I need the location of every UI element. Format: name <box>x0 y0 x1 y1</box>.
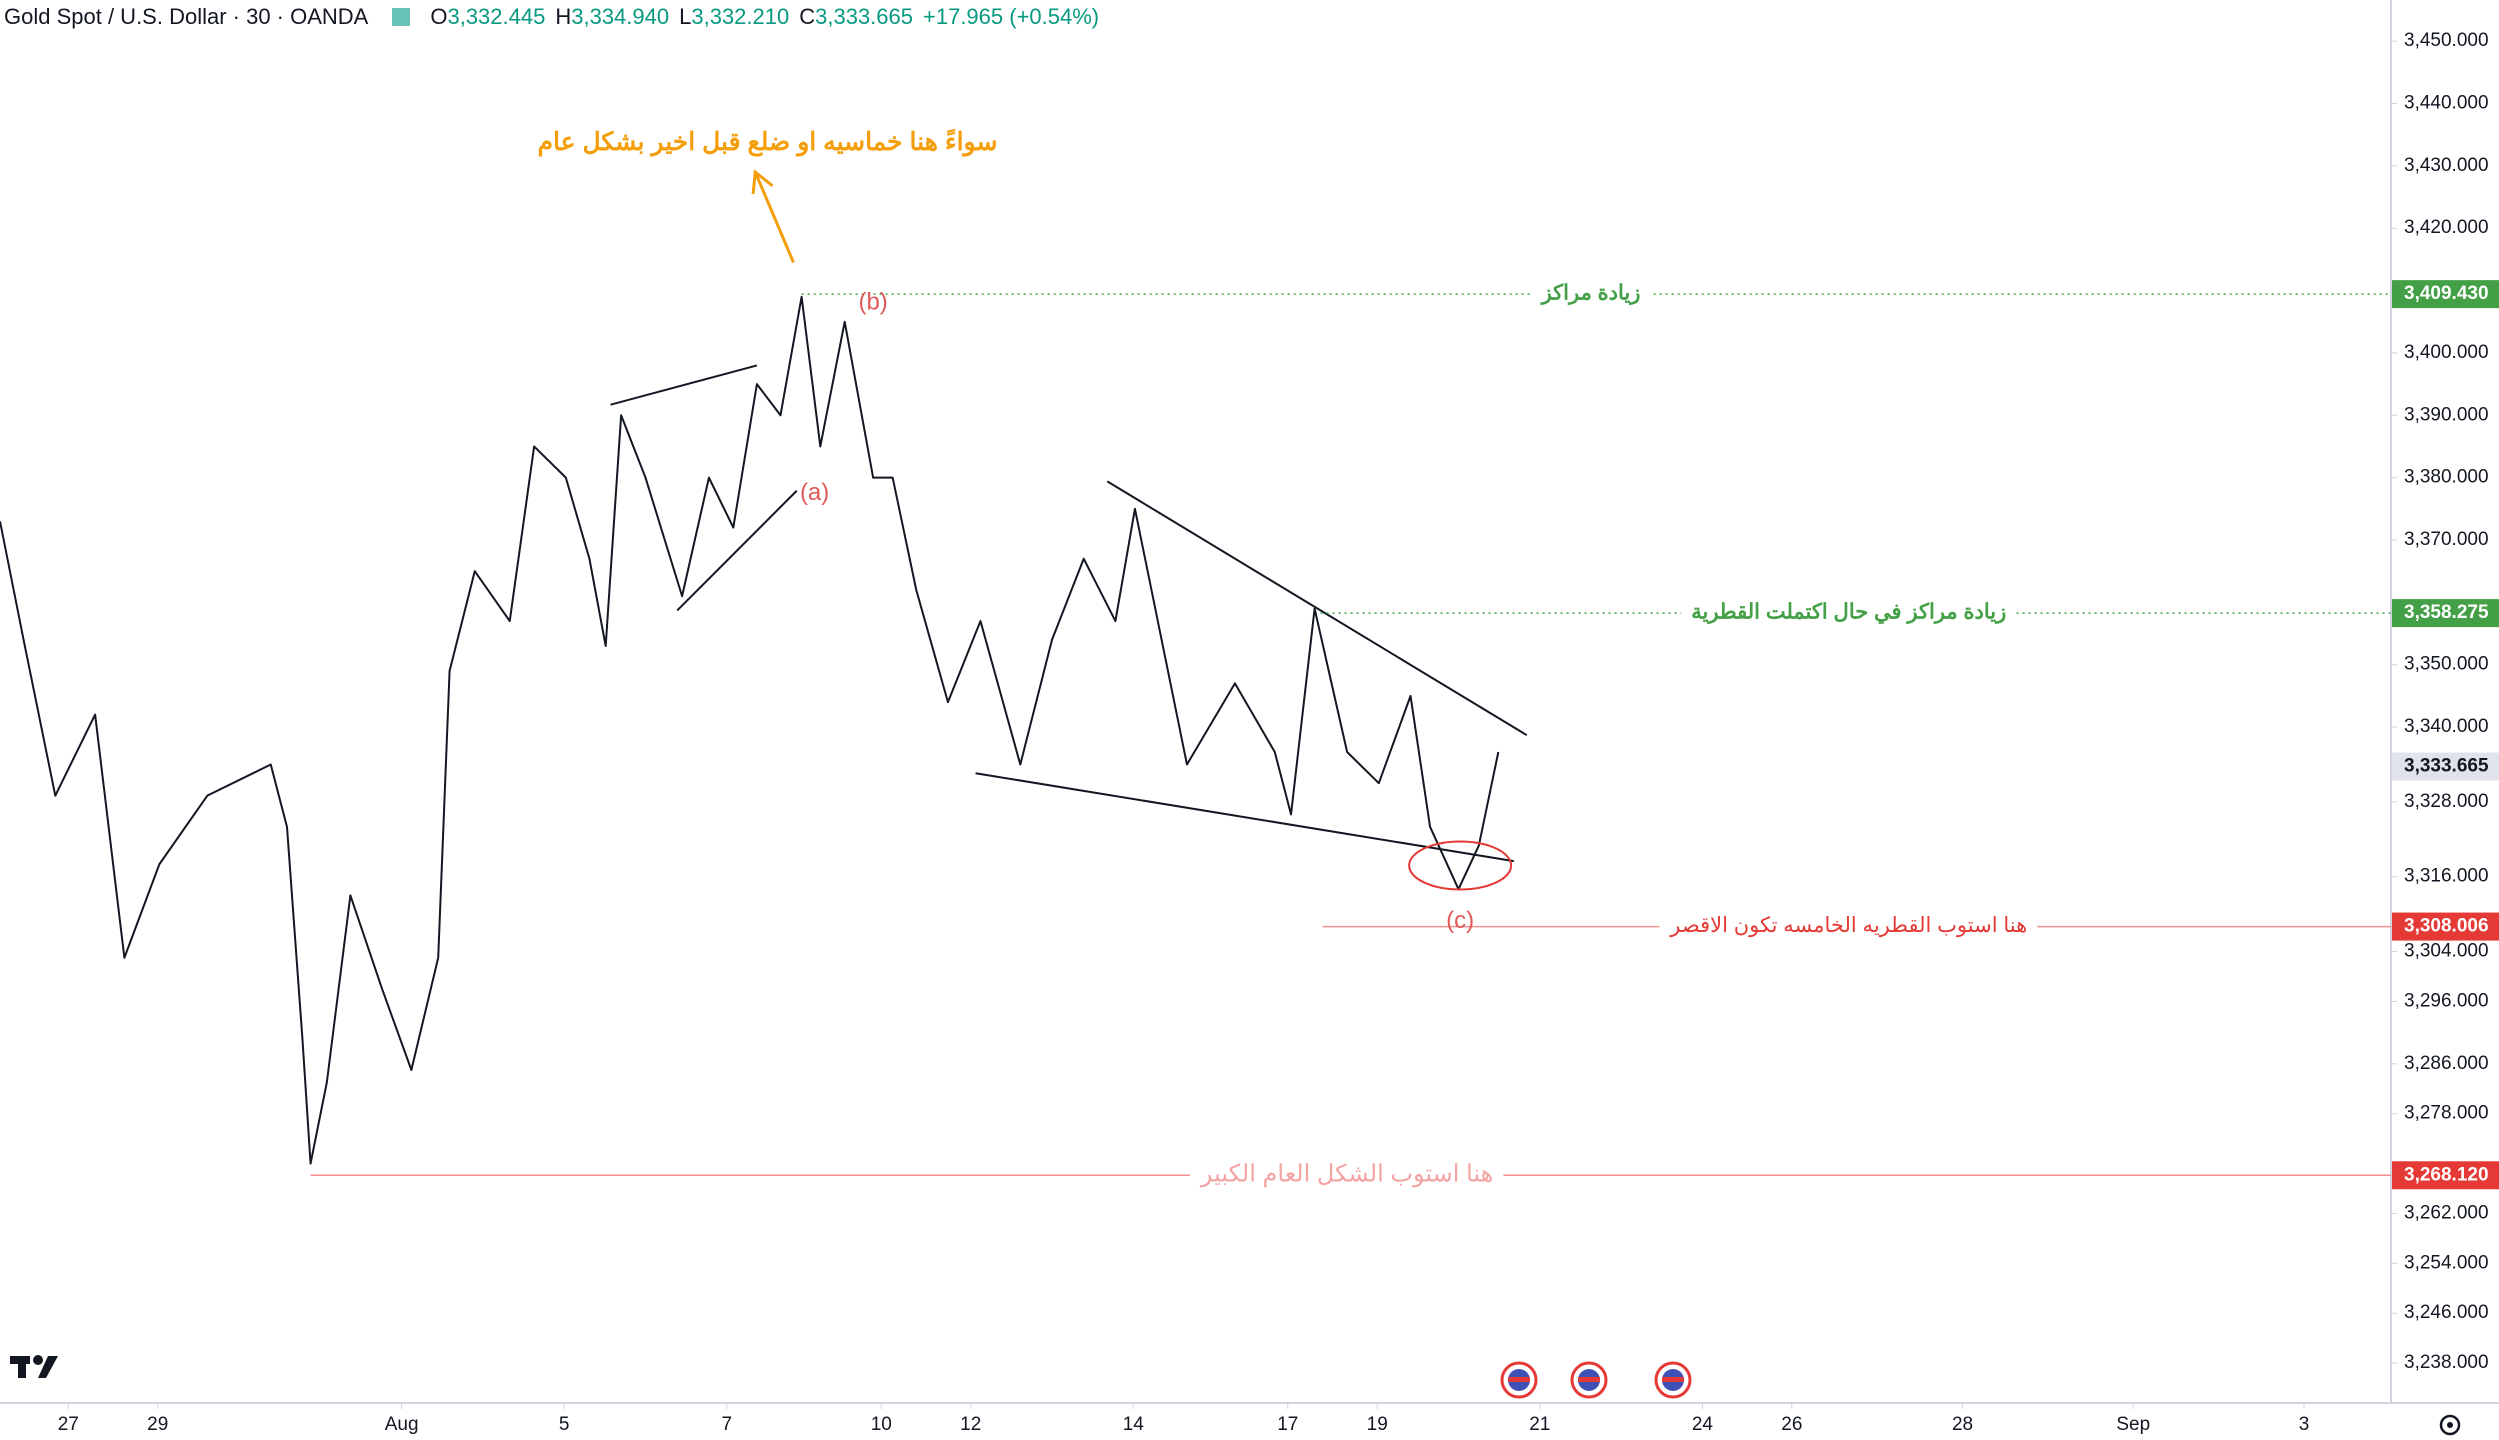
price-axis-label: 3,308.006 <box>2404 916 2489 937</box>
ohlc-high: H3,334.940 <box>555 4 669 30</box>
price-axis-label-bg <box>2392 280 2499 309</box>
y-tick-label: 3,246.000 <box>2404 1302 2489 1323</box>
y-tick-label: 3,296.000 <box>2404 990 2489 1011</box>
ohlc-value: 3,333.665 <box>815 4 913 29</box>
y-tick-label: 3,440.000 <box>2404 93 2489 114</box>
highlight-ellipse <box>1408 840 1513 891</box>
y-tick-label: 3,238.000 <box>2404 1352 2489 1373</box>
y-tick-label: 3,450.000 <box>2404 30 2489 51</box>
x-tick-label: 27 <box>58 1414 79 1435</box>
x-tick-label: 26 <box>1781 1414 1802 1435</box>
price-axis-label: 3,333.665 <box>2404 756 2489 777</box>
header: Gold Spot / U.S. Dollar · 30 · OANDA O3,… <box>4 4 1099 30</box>
annotation-text: سواءً هنا خماسيه او ضلع قبل اخير بشكل عا… <box>538 128 998 157</box>
price-axis-label: 3,358.275 <box>2404 602 2489 623</box>
trendline <box>975 772 1514 863</box>
y-tick-label: 3,400.000 <box>2404 342 2489 363</box>
x-tick-label: 7 <box>722 1414 733 1435</box>
event-icons[interactable] <box>1500 1361 1692 1399</box>
price-axis-label-bg <box>2392 1161 2499 1190</box>
settings-icon[interactable] <box>2439 1414 2461 1436</box>
price-axis-label-bg <box>2392 912 2499 941</box>
y-tick-label: 3,340.000 <box>2404 716 2489 737</box>
ohlc-low: L3,332.210 <box>679 4 789 30</box>
y-tick-label: 3,304.000 <box>2404 941 2489 962</box>
x-tick-label: 24 <box>1692 1414 1714 1435</box>
x-tick-label: 29 <box>147 1414 168 1435</box>
symbol-title: Gold Spot / U.S. Dollar · 30 · OANDA <box>4 4 369 29</box>
price-axis-label-bg <box>2392 599 2499 628</box>
y-tick-label: 3,420.000 <box>2404 217 2489 238</box>
price-line-text: زيادة مراكز <box>1540 282 1641 306</box>
y-tick-label: 3,316.000 <box>2404 866 2489 887</box>
status-icon <box>392 8 411 26</box>
trendline <box>610 364 758 406</box>
trendline <box>676 490 798 612</box>
y-tick-label: 3,380.000 <box>2404 467 2489 488</box>
price-text-bg <box>1681 599 2017 628</box>
price-axis-label: 3,409.430 <box>2404 283 2489 304</box>
x-tick-label: Aug <box>385 1414 419 1435</box>
x-tick-label: 3 <box>2299 1414 2310 1435</box>
annotation-arrow <box>751 169 795 264</box>
ohlc-open: O3,332.445 <box>430 4 545 30</box>
y-tick-label: 3,390.000 <box>2404 404 2489 425</box>
price-axis-label-bg <box>2392 752 2499 781</box>
ohlc-value: 3,332.210 <box>691 4 790 29</box>
ohlc-value: 3,334.940 <box>571 4 670 29</box>
price-text-bg <box>1529 280 1651 309</box>
trendline <box>1106 480 1528 737</box>
y-tick-label: 3,262.000 <box>2404 1202 2489 1223</box>
ohlc-value: 3,332.445 <box>447 4 546 29</box>
ohlc-key: L <box>679 4 692 29</box>
y-tick-label: 3,286.000 <box>2404 1053 2489 1074</box>
change: +17.965 (+0.54%) <box>923 4 1100 29</box>
price-text-bg <box>1189 1161 1504 1190</box>
wave-label: (a) <box>800 479 829 506</box>
x-tick-label: 10 <box>871 1414 892 1435</box>
x-tick-label: 28 <box>1952 1414 1973 1435</box>
y-tick-label: 3,370.000 <box>2404 529 2489 550</box>
x-tick-label: 19 <box>1367 1414 1388 1435</box>
ohlc-key: C <box>799 4 816 29</box>
x-tick-label: 17 <box>1277 1414 1298 1435</box>
price-line-series <box>0 295 1500 1165</box>
ohlc-key: H <box>555 4 572 29</box>
price-text-bg <box>1659 912 2038 941</box>
x-tick-label: 12 <box>960 1414 981 1435</box>
y-tick-label: 3,254.000 <box>2404 1252 2489 1273</box>
ohlc-close: C3,333.665 <box>799 4 913 30</box>
y-tick-label: 3,278.000 <box>2404 1103 2489 1124</box>
y-tick-label: 3,430.000 <box>2404 155 2489 176</box>
wave-label: (b) <box>858 288 887 315</box>
price-line-text: هنا استوب القطريه الخامسه تكون الاقصر <box>1669 914 2027 938</box>
x-tick-label: 14 <box>1123 1414 1145 1435</box>
price-line-text: هنا استوب الشكل العام الكبير <box>1200 1161 1493 1188</box>
price-line-text: زيادة مراكز في حال اكتملت القطرية <box>1691 601 2006 625</box>
y-tick-label: 3,350.000 <box>2404 654 2489 675</box>
wave-label: (c) <box>1446 907 1474 934</box>
x-tick-label: 5 <box>559 1414 570 1435</box>
price-axis-label: 3,268.120 <box>2404 1164 2489 1185</box>
tv-logo <box>10 1355 58 1378</box>
x-tick-label: 21 <box>1529 1414 1550 1435</box>
x-tick-label: Sep <box>2116 1414 2150 1435</box>
ohlc-key: O <box>430 4 448 29</box>
y-tick-label: 3,328.000 <box>2404 791 2489 812</box>
